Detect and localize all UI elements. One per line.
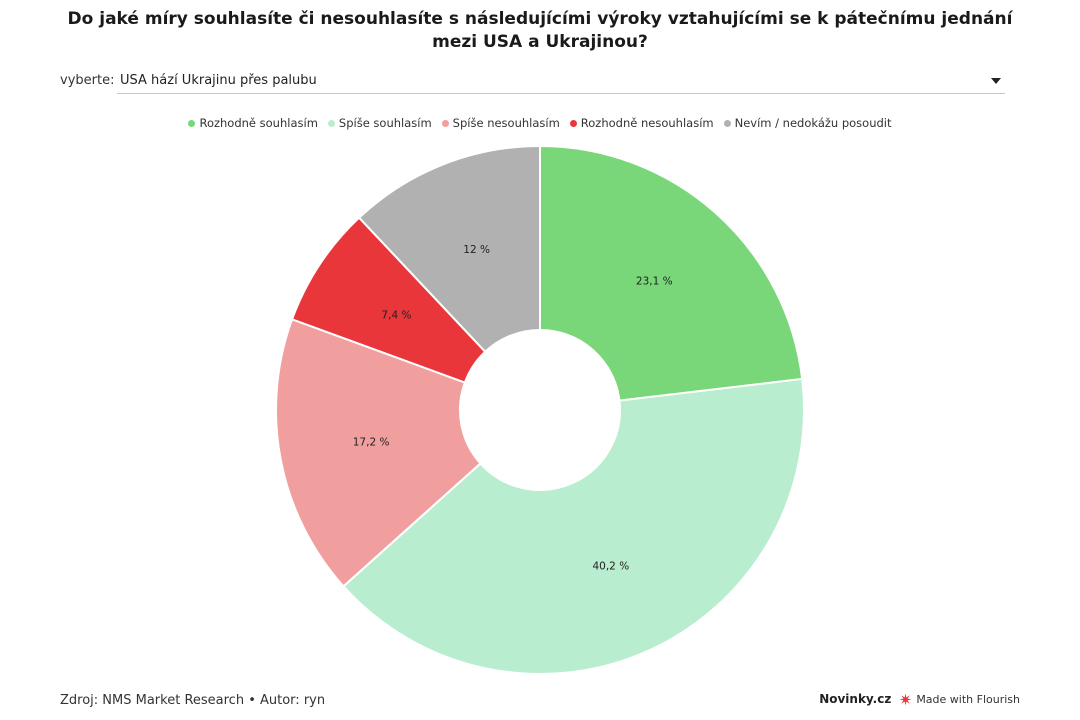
legend-label: Spíše souhlasím [338, 116, 432, 130]
filter-dropdown[interactable]: USA hází Ukrajinu přes palubu [117, 66, 1005, 94]
slice-value-label: 23,1 % [636, 275, 673, 287]
legend-item[interactable]: Rozhodně nesouhlasím [569, 116, 714, 130]
chart-title: Do jaké míry souhlasíte či nesouhlasíte … [67, 9, 1013, 52]
legend-swatch [569, 119, 577, 127]
donut-slice[interactable] [290, 216, 487, 384]
brand-logo-novinky[interactable]: Novinky.cz [819, 692, 892, 706]
donut-slice[interactable] [539, 144, 804, 402]
made-with-flourish-link[interactable]: Made with Flourish [916, 692, 1020, 706]
legend-swatch [723, 119, 731, 127]
slice-value-label: 12 % [463, 244, 490, 256]
legend-label: Rozhodně nesouhlasím [580, 116, 714, 130]
donut-slice[interactable] [342, 377, 805, 675]
footer-brand: Novinky.cz Made with Flourish [819, 692, 1020, 706]
legend-label: Nevím / nedokážu posoudit [734, 116, 892, 130]
legend-item[interactable]: Rozhodně souhlasím [188, 116, 318, 130]
legend-swatch [188, 119, 196, 127]
footer-source: Zdroj: NMS Market Research • Autor: ryn [60, 693, 326, 708]
legend-item[interactable]: Nevím / nedokážu posoudit [723, 116, 892, 130]
legend-swatch [441, 119, 449, 127]
caret-down-icon [991, 78, 1001, 84]
legend-item[interactable]: Spíše nesouhlasím [441, 116, 560, 130]
slice-value-label: 17,2 % [353, 437, 390, 449]
legend-swatch [327, 119, 335, 127]
donut-slice[interactable] [275, 318, 482, 588]
legend-label: Rozhodně souhlasím [199, 116, 318, 130]
filter-label: vyberte: [60, 73, 115, 88]
donut-slice[interactable] [357, 144, 541, 354]
chart-legend: Rozhodně souhlasím Spíše souhlasím Spíše n… [0, 116, 1080, 130]
slice-value-label: 7,4 % [381, 309, 411, 321]
slice-value-label: 40,2 % [592, 561, 629, 573]
flourish-logo-icon [899, 693, 912, 705]
legend-item[interactable]: Spíše souhlasím [327, 116, 432, 130]
filter-selected-value: USA hází Ukrajinu přes palubu [120, 73, 317, 88]
legend-label: Spíše nesouhlasím [452, 116, 560, 130]
